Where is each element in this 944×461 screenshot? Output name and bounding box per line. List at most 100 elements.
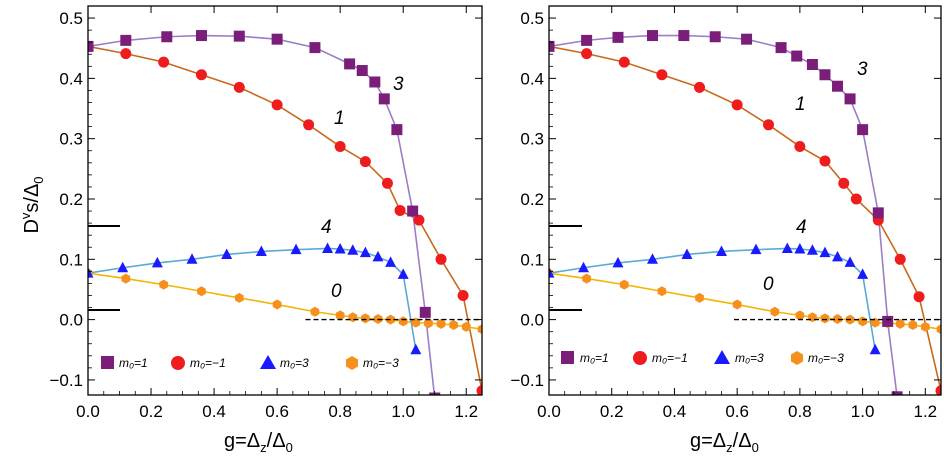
right-point-m0=-3 <box>582 273 591 284</box>
right-point-m0=3 <box>844 256 856 267</box>
left-point-m0=1 <box>120 34 132 46</box>
right-point-m0=1 <box>819 69 831 81</box>
right-y-tick-label: 0.2 <box>520 190 544 209</box>
left-y-tick-label: 0.4 <box>59 69 83 88</box>
left-point-m0=3 <box>347 244 359 255</box>
left-point-m0=3 <box>186 253 198 264</box>
right-point-m0=1 <box>857 124 869 136</box>
right-point-m0=3 <box>750 243 762 255</box>
right-point-m0=-3 <box>795 310 805 321</box>
left-point-m0=-1 <box>233 81 245 93</box>
left-curve-label-4: 4 <box>321 217 332 238</box>
left-point-m0=1 <box>419 306 431 318</box>
right-point-m0=3 <box>577 261 589 273</box>
left-point-m0=-1 <box>195 69 207 81</box>
left-plot-area <box>88 30 482 395</box>
left-point-m0=3 <box>397 268 409 279</box>
right-point-m0=-3 <box>695 292 704 303</box>
left-y-tick-label: 0.3 <box>59 130 83 149</box>
right-x-tick-label: 0.0 <box>537 402 561 421</box>
right-point-m0=1 <box>709 31 721 43</box>
right-panel: 0.0 0.2 0.4 0.6 0.8 1.0 1.2 −0.1 0.0 0.1 0.2 0.3 0.4… <box>510 5 942 455</box>
left-point-m0=-3 <box>234 292 244 303</box>
left-point-m0=1 <box>88 40 94 52</box>
right-point-m0=-3 <box>619 279 629 290</box>
left-series-layer <box>88 30 482 395</box>
left-point-m0=-3 <box>436 318 446 329</box>
right-y-tick-label: 0.4 <box>520 69 544 88</box>
left-point-m0=3 <box>88 267 94 278</box>
right-legend: m₀=1 m₀=−1 m₀=3 m₀=−3 <box>561 350 844 365</box>
left-legend-marker-m0-neg1 <box>171 356 185 370</box>
left-point-m0=-3 <box>310 306 320 317</box>
left-point-m0=3 <box>221 248 233 259</box>
right-point-m0=3 <box>832 250 844 262</box>
left-point-m0=-3 <box>477 324 482 335</box>
left-y-tick-label: 0.0 <box>59 311 83 330</box>
left-point-m0=-1 <box>359 156 371 168</box>
right-legend-marker-m0-neg1 <box>633 351 647 365</box>
right-point-m0=-1 <box>894 253 906 265</box>
left-point-m0=1 <box>271 33 283 45</box>
left-point-m0=-3 <box>348 312 358 323</box>
right-y-tick-label: 0.3 <box>520 130 544 149</box>
left-legend-label-m0-3: m₀=3 <box>280 356 309 370</box>
right-x-tick-label: 1.2 <box>913 402 937 421</box>
right-x-tick-label: 0.8 <box>788 402 812 421</box>
right-point-m0=-3 <box>858 316 867 327</box>
left-point-m0=-3 <box>461 321 471 332</box>
left-legend-marker-m0-1 <box>101 356 114 369</box>
left-point-m0=3 <box>151 256 163 268</box>
left-point-m0=-1 <box>381 177 393 189</box>
left-point-m0=-1 <box>435 253 447 265</box>
left-x-tick-label: 0.0 <box>76 402 100 421</box>
right-point-m0=-1 <box>935 385 941 395</box>
left-y-tick-label: 0.2 <box>59 190 83 209</box>
left-point-m0=-1 <box>476 385 482 395</box>
right-point-m0=1 <box>832 80 844 92</box>
right-point-m0=1 <box>646 30 658 42</box>
right-curve-label-3: 3 <box>857 59 868 80</box>
left-point-m0=-3 <box>272 299 282 310</box>
right-point-m0=-1 <box>656 69 668 81</box>
left-x-axis-title: g=Δz/Δ0 <box>224 430 293 455</box>
right-point-m0=1 <box>891 391 903 395</box>
right-point-m0=3 <box>681 248 693 259</box>
right-point-m0=1 <box>678 30 690 42</box>
left-point-m0=1 <box>344 58 356 70</box>
left-point-m0=-3 <box>121 273 131 284</box>
right-series-line-m0=1 <box>549 34 898 395</box>
left-legend: m₀=1 m₀=−1 m₀=3 m₀=−3 <box>101 355 399 370</box>
right-y-tick-label: 0.1 <box>520 250 544 269</box>
left-point-m0=1 <box>369 76 381 88</box>
left-point-m0=-3 <box>159 279 168 290</box>
right-legend-marker-m0-1 <box>561 351 574 364</box>
right-legend-marker-m0-3 <box>714 350 730 364</box>
right-point-m0=-1 <box>913 291 925 303</box>
left-point-m0=-3 <box>449 320 458 331</box>
left-point-m0=-3 <box>398 316 408 327</box>
right-point-m0=-3 <box>808 312 817 323</box>
left-panel: 0.0 0.2 0.4 0.6 0.8 1.0 1.2 −0.1 0.0 0.1 0.2 0.3 0.4… <box>18 5 483 455</box>
right-point-m0=-1 <box>794 141 806 153</box>
left-point-m0=3 <box>410 343 422 355</box>
right-y-tick-label: 0.5 <box>520 9 544 28</box>
right-series-layer <box>549 30 941 395</box>
right-legend-label-m0-3: m₀=3 <box>735 351 764 365</box>
right-point-m0=3 <box>715 245 727 256</box>
right-point-m0=-1 <box>763 119 775 131</box>
right-point-m0=-1 <box>850 193 862 205</box>
right-point-m0=-3 <box>770 306 780 317</box>
right-point-m0=-3 <box>908 320 918 331</box>
left-curve-label-1: 1 <box>334 108 345 129</box>
right-legend-marker-m0-neg3 <box>791 351 803 365</box>
right-point-m0=-3 <box>833 314 842 325</box>
right-curve-label-1: 1 <box>795 94 806 115</box>
left-ticks-layer: 0.0 0.2 0.4 0.6 0.8 1.0 1.2 −0.1 0.0 0.1 0.2 0.3 0.4… <box>49 6 482 421</box>
left-point-m0=3 <box>334 243 346 254</box>
right-point-m0=-1 <box>838 177 850 189</box>
left-series-line-m0=-3 <box>88 272 482 331</box>
left-point-m0=-3 <box>361 313 370 324</box>
left-x-tick-label: 0.6 <box>265 402 289 421</box>
